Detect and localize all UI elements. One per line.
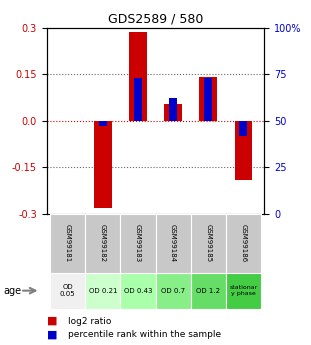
Text: GSM99181: GSM99181 <box>65 224 71 262</box>
Bar <box>199 77 217 121</box>
Bar <box>234 121 252 180</box>
Text: GSM99186: GSM99186 <box>240 224 246 262</box>
Bar <box>169 98 177 121</box>
Bar <box>120 214 156 273</box>
Text: GSM99184: GSM99184 <box>170 224 176 262</box>
Text: stationar
y phase: stationar y phase <box>229 285 258 296</box>
Text: OD 0.7: OD 0.7 <box>161 288 185 294</box>
Bar <box>156 214 191 273</box>
Bar <box>85 273 120 309</box>
Bar <box>129 32 147 121</box>
Text: ■: ■ <box>47 316 57 326</box>
Bar <box>134 78 142 121</box>
Text: OD
0.05: OD 0.05 <box>60 284 76 297</box>
Bar <box>120 273 156 309</box>
Text: GSM99183: GSM99183 <box>135 224 141 262</box>
Bar <box>50 273 85 309</box>
Bar <box>99 121 107 126</box>
Bar <box>191 273 226 309</box>
Bar <box>191 214 226 273</box>
Bar <box>94 121 112 208</box>
Text: OD 1.2: OD 1.2 <box>196 288 220 294</box>
Bar <box>164 104 182 121</box>
Text: GSM99182: GSM99182 <box>100 224 106 262</box>
Bar <box>50 214 85 273</box>
Text: OD 0.21: OD 0.21 <box>89 288 117 294</box>
Text: ■: ■ <box>47 329 57 339</box>
Bar <box>226 273 261 309</box>
Title: GDS2589 / 580: GDS2589 / 580 <box>108 12 203 25</box>
Text: GSM99185: GSM99185 <box>205 224 211 262</box>
Text: percentile rank within the sample: percentile rank within the sample <box>68 330 221 339</box>
Text: age: age <box>3 286 21 296</box>
Bar <box>156 273 191 309</box>
Bar <box>239 121 247 136</box>
Text: log2 ratio: log2 ratio <box>68 316 112 326</box>
Bar <box>204 78 212 121</box>
Bar <box>85 214 120 273</box>
Text: OD 0.43: OD 0.43 <box>124 288 152 294</box>
Bar <box>226 214 261 273</box>
